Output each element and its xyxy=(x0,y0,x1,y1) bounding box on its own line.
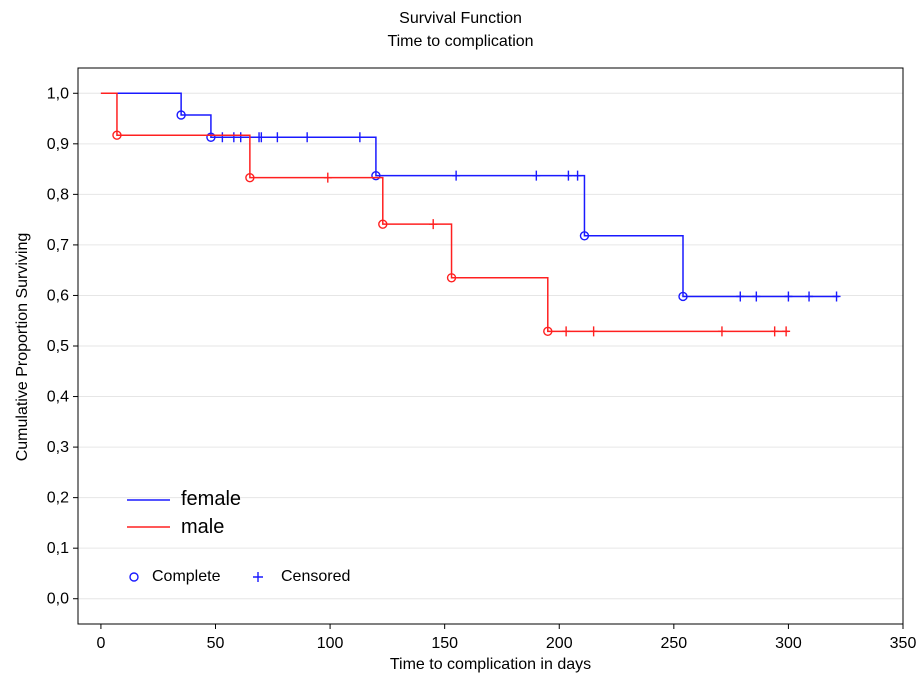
grid-layer xyxy=(78,92,903,600)
female-censored-marker xyxy=(452,170,461,181)
y-tick-label: 0,0 xyxy=(47,591,69,608)
female-complete-marker xyxy=(678,291,688,302)
male-censored-marker xyxy=(782,326,791,337)
y-tick-label: 0,5 xyxy=(47,338,69,355)
x-tick-label: 50 xyxy=(207,635,225,652)
female-censored-marker xyxy=(573,170,582,181)
female-censored-marker xyxy=(229,132,238,143)
y-tick-label: 0,9 xyxy=(47,136,69,153)
female-censored-marker xyxy=(273,132,282,143)
legend-label-female: female xyxy=(181,488,242,510)
female-censored-marker xyxy=(752,291,761,302)
male-complete-marker xyxy=(543,326,553,337)
female-censored-marker xyxy=(218,132,227,143)
x-tick-label: 300 xyxy=(775,635,802,652)
y-tick-label: 0,8 xyxy=(47,186,69,203)
male-censored-marker xyxy=(323,172,332,183)
y-tick-label: 0,1 xyxy=(47,540,69,557)
female-censored-marker xyxy=(355,132,364,143)
female-censored-marker xyxy=(532,170,541,181)
x-tick-label: 150 xyxy=(431,635,458,652)
male-censored-marker xyxy=(562,326,571,337)
x-tick-label: 100 xyxy=(317,635,344,652)
female-censored-marker xyxy=(303,132,312,143)
axis-layer: 0,0 0,1 0,2 0,3 0,4 0,5 0,6 0,7 0,8 0,9 1,0 0 50 100 1… xyxy=(47,85,917,652)
male-censored-marker xyxy=(770,326,779,337)
male-complete-marker xyxy=(378,219,388,229)
female-complete-marker xyxy=(371,170,381,181)
y-tick-label: 0,6 xyxy=(47,287,69,304)
legend-layer xyxy=(127,499,263,582)
male-survival-line xyxy=(100,92,789,333)
female-survival-line xyxy=(100,92,839,298)
y-tick-label: 0,4 xyxy=(47,389,69,406)
y-tick-label: 1,0 xyxy=(47,85,69,102)
male-censored-marker xyxy=(717,326,726,337)
female-censored-marker xyxy=(832,291,841,302)
chart-title: Survival Function xyxy=(399,10,522,27)
legend-label-male: male xyxy=(181,516,225,538)
male-complete-marker xyxy=(245,172,255,183)
x-tick-label: 0 xyxy=(96,635,105,652)
male-censored-marker xyxy=(589,326,598,337)
x-axis-label: Time to complication in days xyxy=(389,656,592,673)
legend-label-censored: Censored xyxy=(281,568,351,585)
censored-marker-icon xyxy=(253,572,263,582)
chart-subtitle: Time to complication xyxy=(387,33,534,50)
female-complete-marker xyxy=(176,110,186,120)
male-complete-marker xyxy=(446,273,457,283)
y-axis-label: Cumulative Proportion Surviving xyxy=(14,232,31,462)
female-censored-marker xyxy=(805,291,814,302)
female-censored-marker xyxy=(236,132,245,143)
y-tick-label: 0,2 xyxy=(47,490,69,507)
male-complete-marker xyxy=(112,130,122,140)
x-tick-label: 250 xyxy=(660,635,687,652)
female-censored-marker xyxy=(736,291,745,302)
y-tick-label: 0,7 xyxy=(47,237,69,254)
y-tick-label: 0,3 xyxy=(47,439,69,456)
series-layer xyxy=(100,92,841,337)
x-tick-label: 200 xyxy=(546,635,573,652)
legend-label-complete: Complete xyxy=(152,568,221,585)
female-censored-marker xyxy=(257,132,266,143)
female-complete-marker xyxy=(206,132,216,142)
male-censored-marker xyxy=(429,219,438,230)
female-complete-marker xyxy=(579,231,590,241)
complete-marker-icon xyxy=(129,572,139,582)
female-censored-marker xyxy=(564,170,573,181)
x-tick-label: 350 xyxy=(890,635,917,652)
female-censored-marker xyxy=(784,291,793,302)
